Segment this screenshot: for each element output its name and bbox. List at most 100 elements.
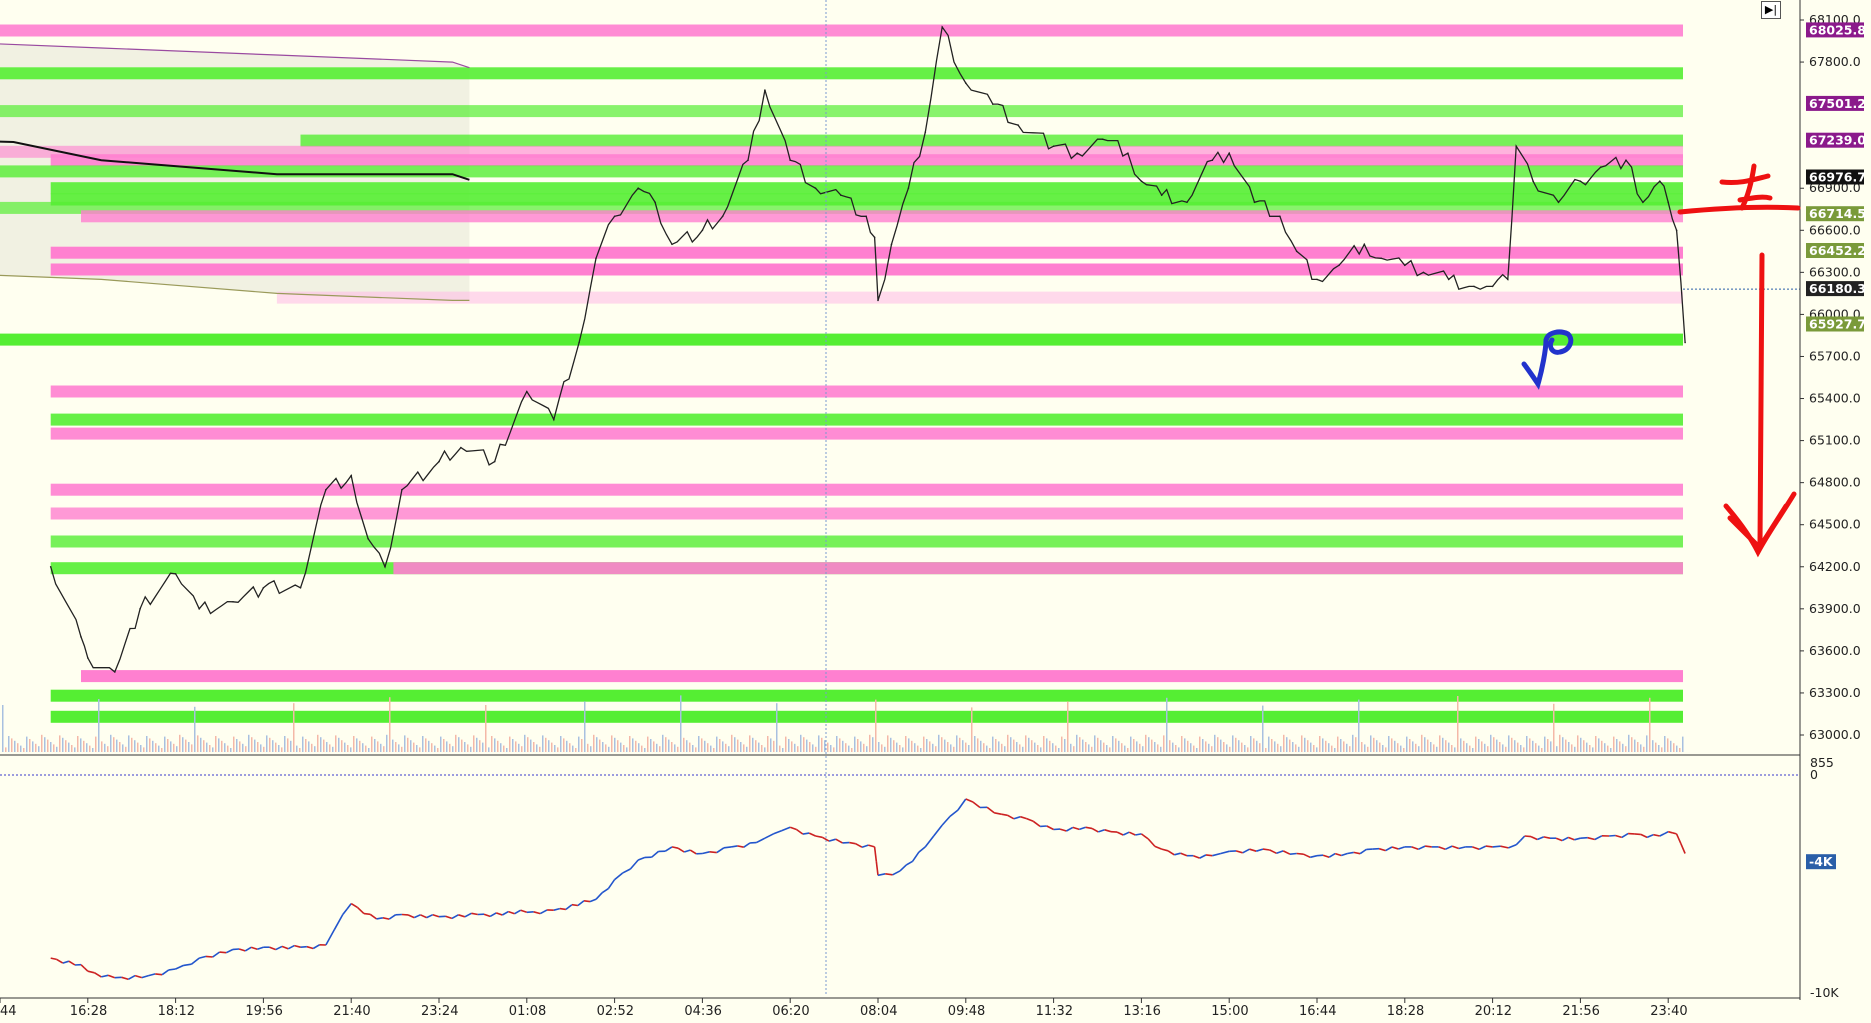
volume-bar [863,744,865,752]
volume-bar [1013,740,1015,752]
volume-bar [1091,747,1093,752]
volume-bar [182,737,184,752]
volume-bar [410,740,412,752]
volume-bar [1625,746,1627,752]
volume-bar [1286,737,1288,752]
y-tick-label: 64800.0 [1809,475,1861,490]
volume-bar [572,746,574,752]
price-point [1316,279,1318,281]
volume-bar [1340,739,1342,752]
level-zone [51,711,1683,723]
volume-bar [47,740,49,752]
volume-bar [893,740,895,752]
volume-bar [329,744,331,752]
volume-bar [641,746,643,752]
volume-bar [1364,744,1366,752]
volume-bar [587,744,589,752]
volume-bar [1397,743,1399,752]
volume-bar [122,744,124,752]
volume-bar [602,742,604,752]
volume-bar [1658,745,1660,752]
volume-bar [1655,743,1657,752]
volume-bar [1148,737,1150,752]
level-zone [81,670,1683,682]
volume-bar [323,740,325,752]
level-zone [51,154,1683,166]
price-point [840,194,842,196]
volume-bar [689,743,691,752]
volume-bar [1520,745,1522,752]
volume-bar [227,746,229,752]
level-zone [0,105,1683,117]
price-tag-label: 66714.5 [1809,206,1866,221]
x-tick-label: 01:08 [509,1004,546,1019]
volume-bar [632,738,634,752]
price-point [654,202,656,204]
volume-bar [1487,746,1489,752]
volume-bar [1409,739,1411,752]
volume-bar [341,740,343,752]
x-tick-label: 02:52 [597,1004,634,1019]
volume-bar [437,748,439,752]
volume-bar [1142,746,1144,752]
volume-bar [1592,747,1594,752]
x-tick-label: 11:32 [1036,1004,1073,1019]
volume-bar [764,747,766,752]
x-tick-label: 08:04 [860,1004,897,1019]
volume-bar [1499,742,1501,752]
delta-segment [1086,827,1092,828]
volume-bar [956,735,958,752]
volume-bar [254,740,256,752]
volume-bar [782,748,784,752]
volume-bar [1064,739,1066,752]
price-point [263,587,265,589]
volume-bar [1316,747,1318,752]
volume-bar [593,735,595,752]
volume-bar [665,737,667,752]
x-tick-label: 23:40 [1650,1004,1687,1019]
scroll-to-end-button[interactable]: ▶| [1761,1,1781,19]
volume-bar [365,746,367,752]
volume-bar [38,746,40,752]
volume-bar [1004,746,1006,752]
volume-bar [464,742,466,752]
volume-bar [536,744,538,752]
volume-bar [1565,740,1567,752]
volume-bar [1139,744,1141,752]
volume-bar [1496,740,1498,752]
volume-bar [1079,737,1081,752]
price-point [1532,180,1534,182]
volume-bar [1403,748,1405,752]
volume-bar [530,740,532,752]
volume-bar [869,735,871,752]
price-point [1053,145,1055,147]
delta-segment [1634,834,1640,835]
volume-bar [1190,743,1192,752]
volume-bar [386,735,388,752]
volume-bar [185,740,187,752]
x-tick-label: 20:12 [1475,1004,1512,1019]
volume-bar [233,737,235,752]
volume-bar [836,736,838,752]
volume-bar [320,737,322,752]
volume-bar [692,745,694,752]
volume-bar [575,748,577,752]
volume-bar [1229,747,1231,752]
price-point [614,216,616,218]
price-point [595,258,597,260]
level-zone [0,67,1683,79]
x-tick-label: 13:16 [1123,1004,1160,1019]
volume-bar [1679,748,1681,752]
volume-bar [1256,741,1258,752]
volume-bar [377,741,379,752]
volume-bar [527,737,529,752]
delta-segment [724,847,731,848]
volume-bar [1319,736,1321,752]
volume-bar [422,736,424,752]
volume-bar [965,743,967,752]
price-point [722,216,724,218]
volume-bar [1631,737,1633,752]
volume-bar [680,695,682,752]
volume-bar [1178,747,1180,752]
volume-bar [935,746,937,752]
